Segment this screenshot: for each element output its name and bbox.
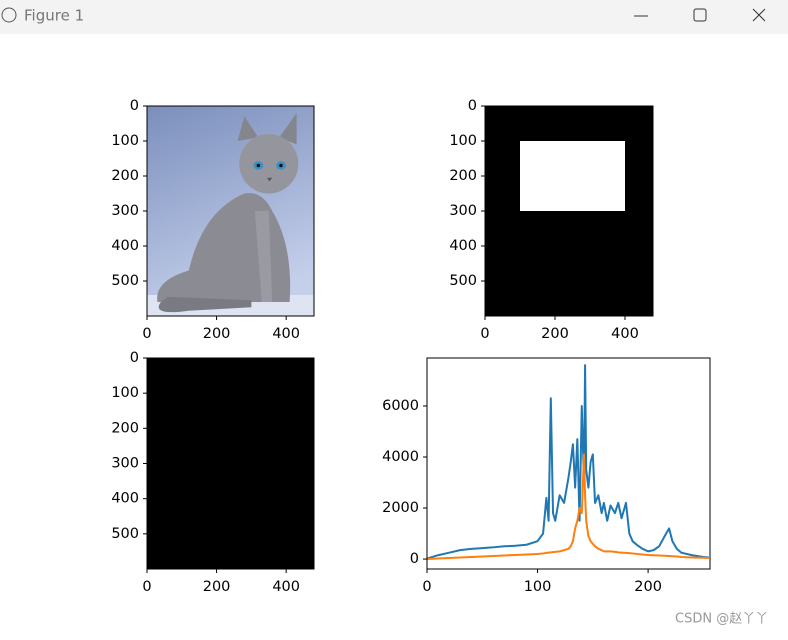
x-tick-label: 200 — [203, 579, 231, 595]
subplot: 0 200 400 0 100 200 300 400 500 — [111, 98, 315, 342]
maximize-button[interactable] — [693, 8, 707, 22]
watermark: CSDN @赵丫丫 — [675, 612, 768, 627]
y-tick-label: 300 — [111, 456, 139, 472]
y-tick-label: 2000 — [382, 500, 419, 516]
y-tick-label: 500 — [449, 273, 477, 289]
x-tick-label: 200 — [541, 326, 569, 342]
x-tick-label: 400 — [611, 326, 639, 342]
y-tick-label: 500 — [111, 273, 139, 289]
x-tick-label: 0 — [422, 579, 431, 595]
y-tick-label: 300 — [449, 203, 477, 219]
subplot: 0 200 400 0 100 200 300 400 500 — [111, 350, 315, 595]
y-tick-label: 100 — [449, 133, 477, 149]
y-tick-label: 400 — [111, 491, 139, 507]
image — [147, 106, 314, 316]
x-tick-label: 400 — [272, 579, 300, 595]
line-series — [426, 364, 709, 560]
close-button[interactable] — [752, 8, 766, 22]
y-tick-label: 6000 — [382, 398, 419, 414]
x-tick-label: 0 — [480, 326, 489, 342]
y-tick-label: 200 — [111, 420, 139, 436]
y-tick-label: 400 — [449, 238, 477, 254]
y-tick-label: 0 — [130, 98, 139, 114]
x-tick-label: 100 — [524, 579, 552, 595]
y-tick-label: 0 — [130, 350, 139, 366]
title-bar — [0, 0, 788, 34]
x-tick-label: 0 — [142, 579, 151, 595]
subplot: 0 200 400 0 100 200 300 400 500 — [449, 98, 654, 342]
y-tick-label: 200 — [449, 168, 477, 184]
y-tick-label: 100 — [111, 133, 139, 149]
app-icon — [1, 7, 17, 23]
x-tick-label: 200 — [634, 579, 662, 595]
y-tick-label: 500 — [111, 526, 139, 542]
x-tick-label: 0 — [142, 326, 151, 342]
x-tick-label: 400 — [272, 326, 300, 342]
mask-rect — [520, 141, 625, 211]
y-tick-label: 0 — [410, 551, 419, 567]
y-tick-label: 100 — [111, 385, 139, 401]
image-background — [147, 358, 314, 569]
y-tick-label: 200 — [111, 168, 139, 184]
line-series — [426, 453, 709, 561]
y-tick-label: 400 — [111, 238, 139, 254]
axes-frame — [426, 357, 711, 570]
window-title: Figure 1 — [24, 7, 84, 25]
y-tick-label: 0 — [468, 98, 477, 114]
y-tick-label: 4000 — [382, 449, 419, 465]
y-tick-label: 300 — [111, 203, 139, 219]
x-tick-label: 200 — [203, 326, 231, 342]
